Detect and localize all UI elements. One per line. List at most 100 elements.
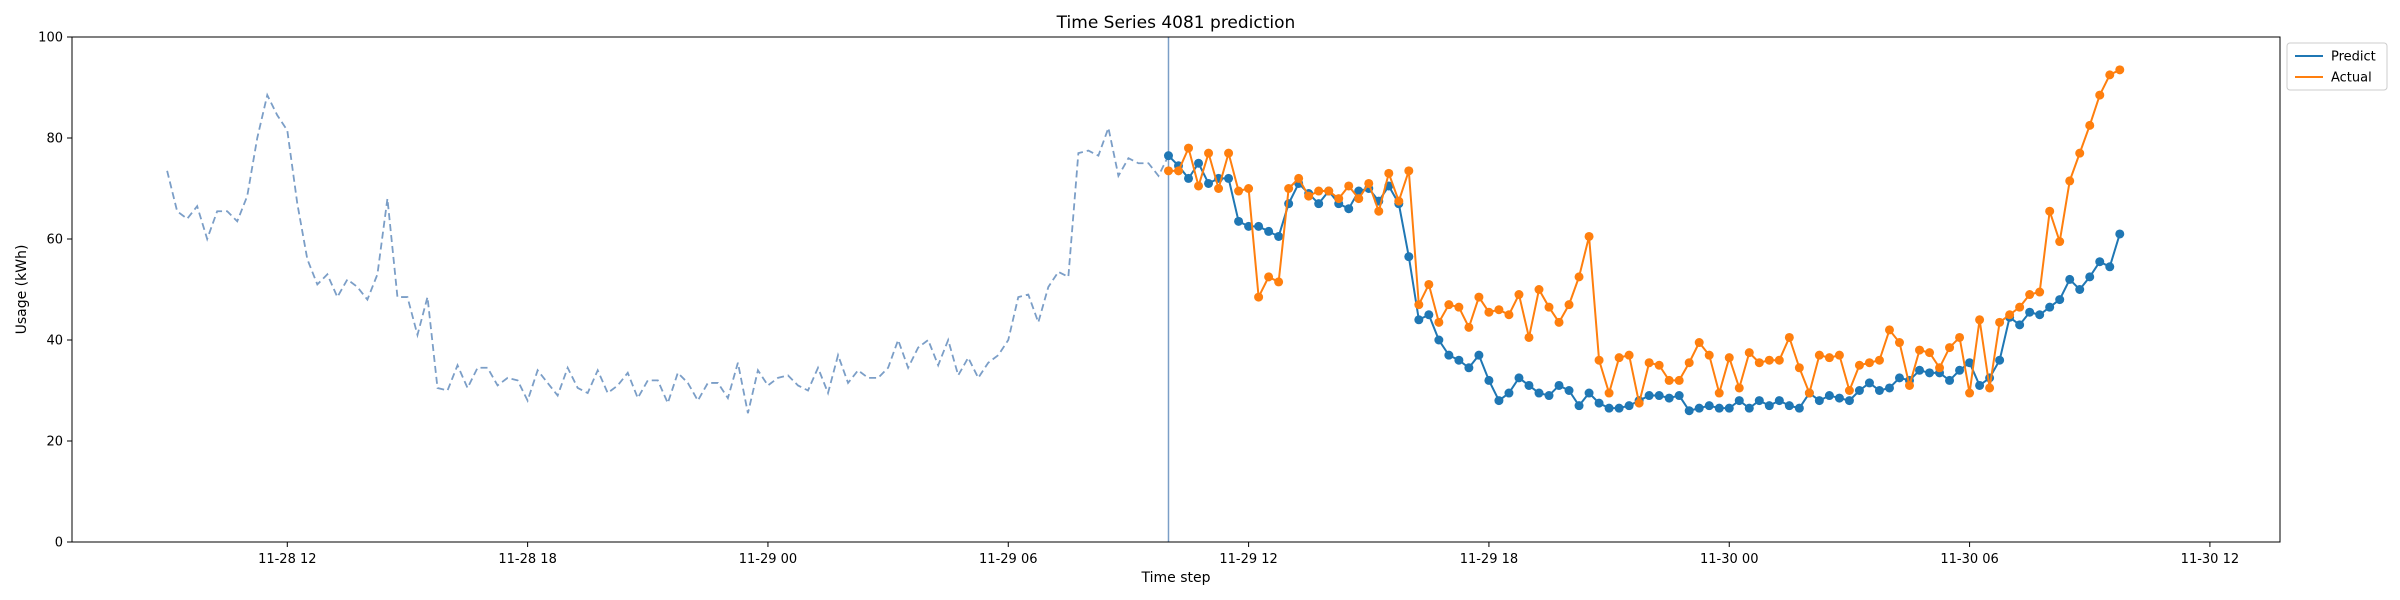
data-point-actual <box>2025 290 2035 300</box>
data-point-actual <box>1854 360 1864 370</box>
data-point-actual <box>2075 148 2085 158</box>
data-point-predict <box>1844 396 1854 406</box>
data-point-actual <box>1684 358 1694 368</box>
data-point-actual <box>1224 148 1234 158</box>
data-point-actual <box>1804 388 1814 398</box>
data-point-actual <box>1644 358 1654 368</box>
x-tick-label: 11-30 06 <box>1940 552 1998 567</box>
plot-frame <box>71 36 2281 543</box>
data-point-actual <box>1884 325 1894 335</box>
data-point-actual <box>1174 166 1184 176</box>
data-point-predict <box>1975 380 1985 390</box>
data-point-predict <box>1184 173 1194 183</box>
data-point-predict <box>1434 335 1444 345</box>
data-point-actual <box>1524 332 1534 342</box>
data-point-actual <box>1764 355 1774 365</box>
data-point-predict <box>1624 401 1634 411</box>
data-point-predict <box>1344 204 1354 214</box>
data-point-predict <box>2105 262 2115 272</box>
data-point-predict <box>2055 295 2065 305</box>
data-point-predict <box>1484 375 1494 385</box>
data-point-actual <box>1304 191 1314 201</box>
data-point-actual <box>1674 375 1684 385</box>
data-point-predict <box>1464 363 1474 373</box>
data-point-actual <box>1584 231 1594 241</box>
data-point-predict <box>1564 386 1574 395</box>
data-point-predict <box>1694 403 1704 413</box>
data-point-predict <box>1714 403 1724 413</box>
data-point-predict <box>1534 388 1544 398</box>
data-point-predict <box>2115 229 2125 239</box>
data-point-actual <box>1744 348 1754 358</box>
data-point-actual <box>1794 363 1804 373</box>
data-point-predict <box>1774 396 1784 406</box>
data-point-actual <box>1464 322 1474 332</box>
series-predict <box>1163 151 2125 416</box>
data-point-predict <box>1584 388 1594 398</box>
data-point-predict <box>2065 274 2075 284</box>
data-point-predict <box>1554 380 1564 390</box>
data-point-predict <box>1854 386 1864 395</box>
data-point-actual <box>1834 350 1844 360</box>
y-tick-label: 60 <box>46 233 63 248</box>
data-point-actual <box>1384 168 1394 178</box>
chart-title: Time Series 4081 prediction <box>1056 13 1296 33</box>
data-point-actual <box>1634 398 1644 408</box>
data-point-predict <box>2025 307 2035 317</box>
data-point-predict <box>1754 396 1764 406</box>
data-point-predict <box>1704 401 1714 411</box>
data-point-predict <box>1744 403 1754 413</box>
data-point-predict <box>1884 383 1894 393</box>
data-point-predict <box>1764 401 1774 411</box>
data-point-actual <box>1925 348 1935 358</box>
tick-marks: 0 20 40 60 80 100 11-28 12 11-28 18 11-29 00 11-2… <box>38 31 2239 568</box>
data-point-actual <box>1975 315 1985 325</box>
legend: Predict Actual <box>2286 42 2388 91</box>
data-point-actual <box>1234 186 1244 196</box>
data-point-predict <box>1955 365 1965 375</box>
data-point-actual <box>1494 305 1504 315</box>
data-point-predict <box>1894 373 1904 383</box>
data-point-predict <box>1444 350 1454 360</box>
data-point-actual <box>1564 300 1574 310</box>
data-point-actual <box>1204 148 1214 158</box>
data-point-actual <box>2005 310 2015 320</box>
data-point-predict <box>1734 396 1744 406</box>
data-point-actual <box>1965 388 1975 398</box>
x-tick-label: 11-29 06 <box>979 552 1037 567</box>
data-point-actual <box>1534 285 1544 294</box>
x-tick-label: 11-30 12 <box>2181 552 2239 567</box>
data-point-actual <box>1424 279 1434 289</box>
data-point-predict <box>1234 216 1244 226</box>
legend-label-actual: Actual <box>2331 71 2372 86</box>
data-point-actual <box>1244 184 1254 193</box>
x-tick-label: 11-30 00 <box>1700 552 1758 567</box>
y-tick-label: 100 <box>38 31 63 46</box>
series-line-actual <box>1168 68 2121 404</box>
data-point-actual <box>1694 338 1704 348</box>
y-tick-label: 80 <box>46 132 63 147</box>
data-point-actual <box>1434 317 1444 327</box>
data-point-predict <box>1494 396 1504 406</box>
data-point-actual <box>2015 302 2025 312</box>
x-axis-title: Time step <box>1141 570 1211 586</box>
data-point-actual <box>1163 166 1173 176</box>
data-point-predict <box>1824 391 1834 401</box>
data-point-predict <box>1784 401 1794 411</box>
data-point-predict <box>1814 396 1824 406</box>
data-point-predict <box>1284 199 1294 209</box>
data-point-actual <box>2035 287 2045 297</box>
data-point-actual <box>1514 290 1524 300</box>
data-point-actual <box>1664 375 1674 385</box>
data-point-actual <box>1624 350 1634 360</box>
data-point-predict <box>1224 173 1234 183</box>
data-point-actual <box>1704 350 1714 360</box>
series-actual <box>1163 65 2125 408</box>
data-point-predict <box>2085 272 2095 282</box>
data-point-actual <box>1254 292 1264 302</box>
data-point-actual <box>1955 332 1965 342</box>
data-point-actual <box>1334 194 1344 204</box>
data-point-actual <box>1614 353 1624 363</box>
data-point-actual <box>1344 181 1354 191</box>
